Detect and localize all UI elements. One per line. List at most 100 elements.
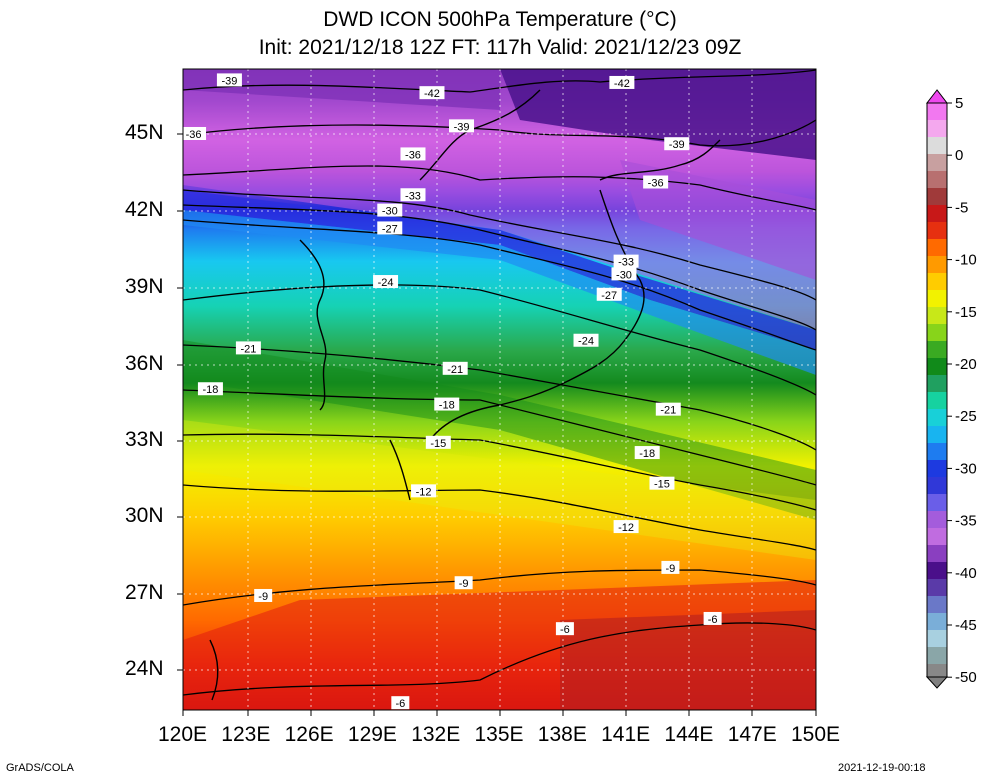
contour-label: -18: [639, 448, 655, 460]
colorbar-label: -45: [955, 617, 977, 634]
contour-label-bg: [442, 361, 468, 375]
x-tick-label: 138E: [537, 723, 587, 746]
contour-label: -18: [439, 400, 455, 412]
contour-label: -21: [240, 343, 256, 355]
contour-label-bg: [411, 484, 437, 498]
contour-label: -15: [430, 438, 446, 450]
colorbar-label: -50: [955, 669, 977, 686]
x-tick-label: 126E: [284, 723, 334, 746]
contour-label: -21: [447, 364, 463, 376]
contour-label: -18: [202, 384, 218, 396]
contour-label-bg: [613, 254, 639, 268]
contour-label-bg: [373, 275, 399, 289]
x-tick-label: 147E: [727, 723, 777, 746]
contour-label: -12: [416, 486, 432, 498]
x-tick-label: 120E: [158, 723, 208, 746]
contour-label-bg: [216, 73, 242, 87]
x-tick-label: 123E: [221, 723, 271, 746]
y-tick-label: 27N: [125, 581, 164, 604]
contour-label-bg: [235, 341, 261, 355]
contour-label-bg: [183, 127, 207, 140]
contour-label: -9: [258, 591, 268, 603]
x-tick-label: 150E: [791, 723, 841, 746]
contour-label-bg: [254, 588, 273, 602]
contour-label-bg: [703, 611, 722, 625]
contour-label: -24: [378, 277, 394, 289]
contour-label: -33: [405, 190, 421, 202]
contour-label-bg: [634, 446, 660, 460]
contour-label-bg: [377, 221, 403, 235]
contour-label-bg: [454, 576, 473, 590]
contour-label-bg: [449, 119, 475, 133]
contour-label: -42: [424, 88, 440, 100]
contour-label-bg: [425, 435, 451, 449]
x-tick-label: 144E: [664, 723, 714, 746]
map-title-line1: DWD ICON 500hPa Temperature (°C): [323, 8, 677, 31]
colorbar-label: -20: [955, 356, 977, 373]
colorbar-label: -30: [955, 460, 977, 477]
contour-label-bg: [434, 397, 460, 411]
contour-label: -39: [454, 121, 470, 133]
y-tick-label: 45N: [125, 121, 164, 144]
contour-label: -27: [601, 290, 617, 302]
axis-ticks: [177, 133, 817, 716]
contour-label-bg: [613, 520, 639, 534]
y-tick-label: 39N: [125, 275, 164, 298]
colorbar-label: -40: [955, 565, 977, 582]
contour-label-bg: [573, 333, 599, 347]
x-tick-label: 129E: [347, 723, 397, 746]
colorbar-label: -10: [955, 252, 977, 269]
contour-label: -9: [666, 563, 676, 575]
contour-label-bg: [649, 476, 675, 490]
contour-label-bg: [596, 287, 622, 301]
y-tick-label: 36N: [125, 352, 164, 375]
contour-label-bg: [391, 696, 410, 710]
contour-label: -33: [618, 257, 634, 269]
colorbar-label: 0: [955, 147, 963, 164]
colorbar-label: -5: [955, 199, 968, 216]
footer-timestamp: 2021-12-19-00:18: [838, 762, 926, 774]
contour-label: -30: [382, 206, 398, 218]
colorbar-label: -35: [955, 513, 977, 530]
y-tick-label: 30N: [125, 504, 164, 527]
contour-label: -36: [186, 129, 202, 141]
contour-label: -39: [221, 75, 237, 87]
y-tick-label: 24N: [125, 657, 164, 680]
temperature-field: -42-42-39-39-39-36-36-36-33-33-30-30-27-…: [183, 69, 816, 710]
footer-credit: GrADS/COLA: [6, 762, 74, 774]
contour-label-bg: [419, 86, 445, 100]
contour-label: -15: [654, 479, 670, 491]
contour-label: -6: [560, 624, 570, 636]
x-tick-label: 141E: [601, 723, 651, 746]
contour-label: -6: [708, 614, 718, 626]
contour-label-bg: [197, 382, 223, 396]
contour-label-bg: [609, 75, 635, 89]
contour-label: -9: [459, 578, 469, 590]
x-tick-label: 135E: [474, 723, 524, 746]
contour-label: -21: [660, 405, 676, 417]
x-tick-label: 132E: [411, 723, 461, 746]
contour-label: -39: [669, 139, 685, 151]
contour-label: -12: [618, 522, 634, 534]
contour-label-bg: [400, 188, 426, 202]
contour-label-bg: [655, 402, 681, 416]
contour-label-bg: [664, 137, 690, 151]
contour-label: -42: [614, 78, 630, 90]
colorbar: 5 0 -5 -10 -15 -20 -25 -30 -35 -40 -45 -50: [925, 89, 977, 689]
map-title-line2: Init: 2021/12/18 12Z FT: 117h Valid: 202…: [258, 36, 742, 59]
colorbar-label: -25: [955, 408, 977, 425]
contour-labels: -42-42-39-39-39-36-36-36-33-33-30-30-27-…: [183, 73, 722, 710]
colorbar-label: -15: [955, 304, 977, 321]
contour-label: -30: [616, 269, 632, 281]
contour-label: -36: [648, 177, 664, 189]
y-tick-label: 42N: [125, 198, 164, 221]
contour-label-bg: [643, 175, 669, 189]
contour-label-bg: [611, 267, 637, 281]
y-tick-label: 33N: [125, 428, 164, 451]
contour-label-bg: [400, 147, 426, 161]
contour-label-bg: [661, 560, 680, 574]
colorbar-label: 5: [955, 95, 963, 112]
contour-label: -6: [395, 698, 405, 710]
